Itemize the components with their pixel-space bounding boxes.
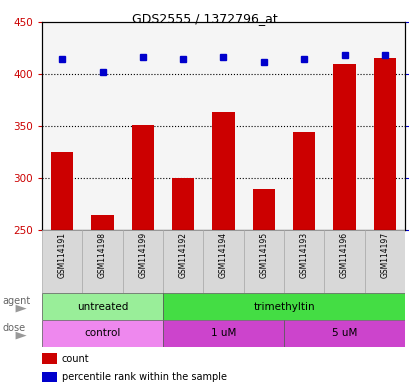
- Text: percentile rank within the sample: percentile rank within the sample: [62, 372, 227, 382]
- Bar: [51, 152, 73, 230]
- Bar: [283, 320, 404, 347]
- Bar: [373, 58, 395, 230]
- Bar: [82, 230, 122, 293]
- Text: GSM114199: GSM114199: [138, 232, 147, 278]
- Bar: [42, 320, 163, 347]
- Text: GSM114194: GSM114194: [218, 232, 227, 278]
- Bar: [252, 189, 274, 230]
- Text: trimethyltin: trimethyltin: [253, 301, 314, 311]
- Text: GSM114192: GSM114192: [178, 232, 187, 278]
- Text: agent: agent: [2, 296, 30, 306]
- Bar: [203, 230, 243, 293]
- Bar: [243, 230, 283, 293]
- Polygon shape: [16, 305, 27, 313]
- Text: dose: dose: [2, 323, 25, 333]
- Text: GDS2555 / 1372796_at: GDS2555 / 1372796_at: [132, 12, 277, 25]
- Bar: [163, 293, 404, 320]
- Bar: [42, 230, 82, 293]
- Bar: [333, 64, 355, 230]
- Bar: [212, 113, 234, 230]
- Text: 1 uM: 1 uM: [210, 328, 236, 339]
- Text: GSM114193: GSM114193: [299, 232, 308, 278]
- Text: GSM114195: GSM114195: [259, 232, 267, 278]
- Text: GSM114197: GSM114197: [380, 232, 389, 278]
- Bar: [42, 372, 56, 382]
- Bar: [122, 230, 163, 293]
- Bar: [283, 230, 324, 293]
- Bar: [42, 293, 163, 320]
- Bar: [42, 353, 56, 364]
- Bar: [91, 215, 113, 230]
- Bar: [364, 230, 404, 293]
- Polygon shape: [16, 332, 27, 339]
- Text: 5 uM: 5 uM: [331, 328, 356, 339]
- Bar: [163, 230, 203, 293]
- Text: control: control: [84, 328, 120, 339]
- Text: GSM114198: GSM114198: [98, 232, 107, 278]
- Text: GSM114191: GSM114191: [58, 232, 67, 278]
- Bar: [324, 230, 364, 293]
- Text: count: count: [62, 354, 90, 364]
- Bar: [131, 125, 153, 230]
- Bar: [163, 320, 283, 347]
- Text: untreated: untreated: [76, 301, 128, 311]
- Bar: [292, 132, 315, 230]
- Text: GSM114196: GSM114196: [339, 232, 348, 278]
- Bar: [172, 178, 194, 230]
